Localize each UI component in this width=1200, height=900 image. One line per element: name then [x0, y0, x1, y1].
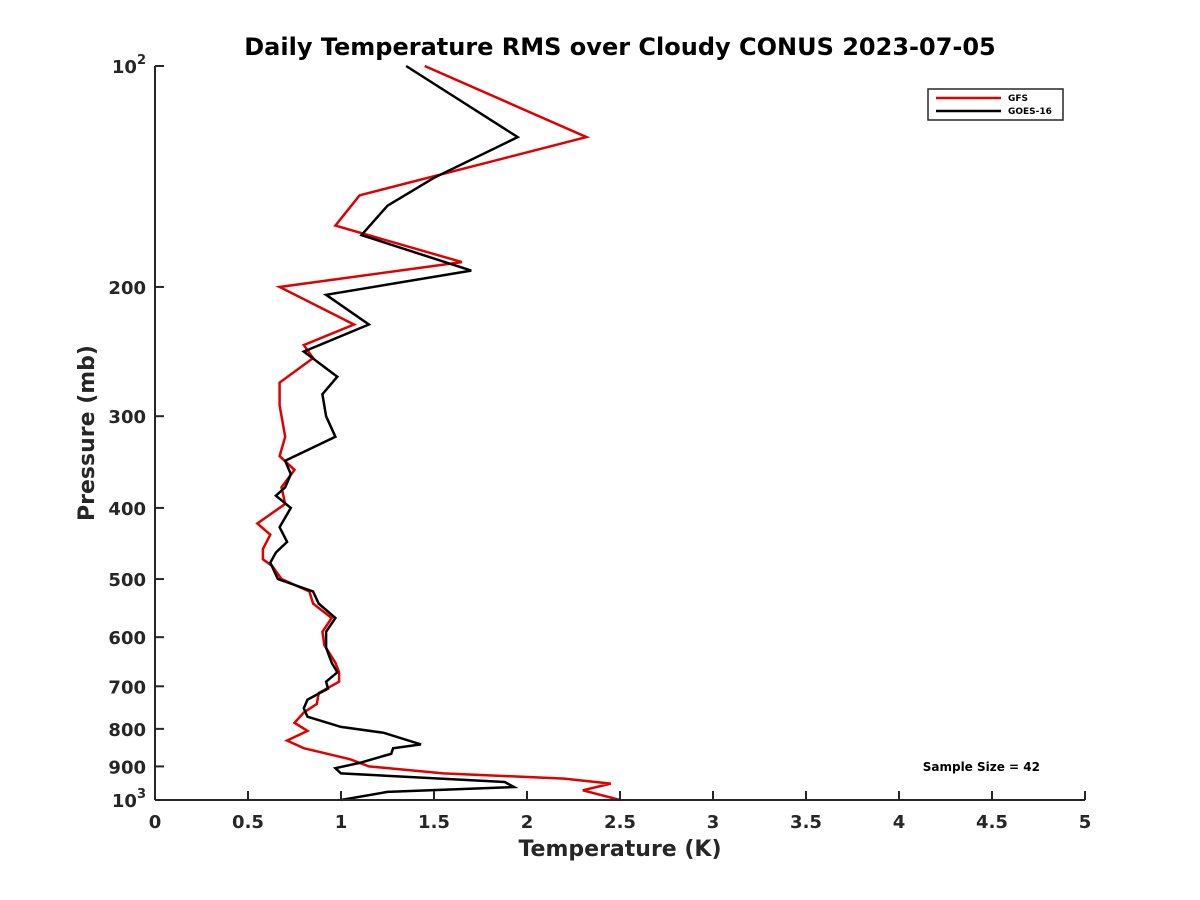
x-tick-label: 4	[893, 812, 906, 833]
x-tick-label: 0.5	[232, 812, 264, 833]
y-ticks: 102 200 300 400 500 600 700 800 900 103	[108, 53, 164, 812]
y-tick-label: 600	[108, 628, 146, 649]
y-axis-label: Pressure (mb)	[75, 345, 100, 521]
x-tick-label: 4.5	[976, 812, 1008, 833]
series-layer	[255, 64, 621, 802]
x-tick-label: 3.5	[790, 812, 822, 833]
chart-title: Daily Temperature RMS over Cloudy CONUS …	[244, 33, 996, 61]
y-tick-label: 700	[108, 677, 146, 698]
y-tick-label: 102	[112, 53, 146, 78]
x-tick-label: 2.5	[604, 812, 636, 833]
x-tick-label: 1	[335, 812, 348, 833]
legend: GFS GOES-16	[927, 88, 1064, 121]
x-ticks: 0 0.5 1 1.5 2 2.5 3 3.5 4 4.5 5	[149, 791, 1092, 833]
x-tick-label: 5	[1079, 812, 1092, 833]
y-tick-label: 200	[108, 278, 146, 299]
sample-size-annotation: Sample Size = 42	[923, 760, 1040, 774]
y-tick-label: 900	[108, 757, 146, 778]
y-tick-label: 400	[108, 499, 146, 520]
y-tick-label: 800	[108, 720, 146, 741]
legend-box	[927, 88, 1064, 121]
y-tick-label: 500	[108, 570, 146, 591]
x-tick-label: 1.5	[418, 812, 450, 833]
y-tick-label: 103	[112, 787, 146, 812]
x-axis-label: Temperature (K)	[518, 837, 721, 862]
legend-label-goes-16: GOES-16	[1008, 107, 1052, 117]
x-tick-label: 2	[521, 812, 534, 833]
y-tick-label: 300	[108, 407, 146, 428]
axes	[154, 66, 1085, 801]
series-line-goes-16	[268, 64, 521, 802]
x-tick-label: 0	[149, 812, 162, 833]
legend-label-gfs: GFS	[1008, 94, 1028, 104]
x-tick-label: 3	[707, 812, 720, 833]
